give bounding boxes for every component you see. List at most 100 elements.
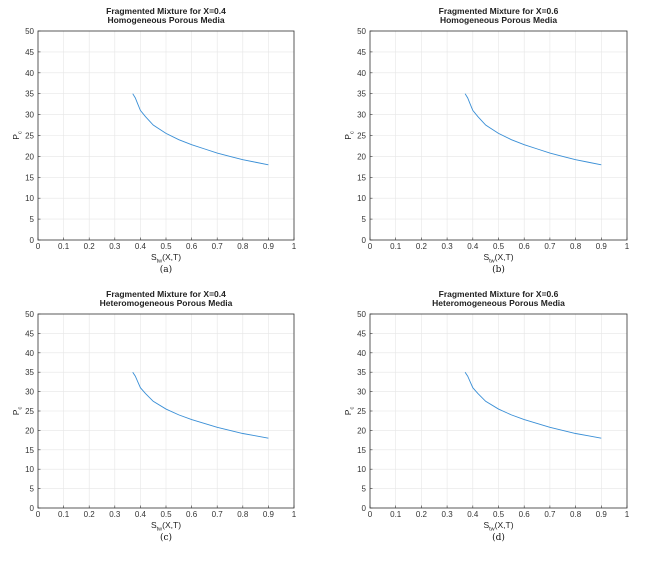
x-tick-label: 0.6: [519, 510, 531, 519]
x-tick-label: 0.3: [109, 242, 121, 251]
x-tick-label: 0.7: [544, 510, 556, 519]
x-tick-label: 0.7: [212, 510, 224, 519]
x-tick-label: 0.1: [58, 242, 70, 251]
x-tick-label: 0.4: [467, 510, 479, 519]
y-tick-label: 0: [30, 236, 35, 245]
x-tick-label: 0.5: [160, 510, 172, 519]
y-axis-label: Pc: [11, 131, 24, 140]
chart-title-line: Fragmented Mixture for X=0.4: [106, 6, 226, 16]
y-tick-label: 25: [25, 132, 34, 141]
x-tick-label: 1: [625, 242, 630, 251]
chart-title-line: Homogeneous Porous Media: [440, 15, 557, 25]
y-tick-label: 0: [362, 504, 367, 513]
chart-title-line: Fragmented Mixture for X=0.6: [439, 6, 559, 16]
x-tick-label: 0.3: [109, 510, 121, 519]
chart-title-line: Homogeneous Porous Media: [107, 15, 224, 25]
y-tick-label: 20: [25, 152, 34, 161]
chart-panel-2: Fragmented Mixture for X=0.6Homogeneous …: [343, 6, 630, 275]
y-tick-label: 5: [362, 485, 367, 494]
x-tick-label: 0.3: [442, 242, 454, 251]
y-tick-label: 50: [25, 310, 34, 319]
y-tick-label: 25: [25, 407, 34, 416]
x-tick-label: 0.5: [493, 242, 505, 251]
y-tick-label: 0: [362, 236, 367, 245]
x-axis-label: Stw(X,T): [151, 520, 181, 533]
y-axis-label: Pc: [343, 407, 356, 416]
x-tick-label: 1: [292, 510, 297, 519]
y-tick-label: 35: [357, 90, 366, 99]
x-tick-label: 0.9: [596, 510, 608, 519]
subfigure-caption: (a): [160, 264, 172, 275]
x-tick-label: 0.1: [390, 510, 402, 519]
y-tick-label: 15: [25, 173, 34, 182]
x-tick-label: 0.7: [212, 242, 224, 251]
series-line-1: [464, 93, 602, 166]
x-tick-label: 0.4: [135, 510, 147, 519]
chart-title-line: Heteromogeneous Porous Media: [432, 298, 565, 308]
y-tick-label: 30: [25, 388, 34, 397]
x-tick-label: 1: [625, 510, 630, 519]
x-tick-label: 0.1: [58, 510, 70, 519]
y-tick-label: 50: [357, 27, 366, 36]
chart-title-line: Fragmented Mixture for X=0.4: [106, 289, 226, 299]
y-tick-label: 50: [357, 310, 366, 319]
x-tick-label: 0.9: [263, 242, 275, 251]
y-tick-label: 40: [25, 69, 34, 78]
x-tick-label: 0: [36, 510, 41, 519]
y-tick-label: 5: [30, 485, 35, 494]
x-tick-label: 0.4: [467, 242, 479, 251]
y-axis-label: Pc: [343, 131, 356, 140]
chart-panel-1: Fragmented Mixture for X=0.4Homogeneous …: [11, 6, 297, 275]
y-tick-label: 20: [357, 426, 366, 435]
y-tick-label: 5: [362, 215, 367, 224]
y-tick-label: 30: [357, 111, 366, 120]
x-tick-label: 0.6: [186, 510, 198, 519]
chart-title-line: Fragmented Mixture for X=0.6: [439, 289, 559, 299]
x-tick-label: 0.6: [519, 242, 531, 251]
x-tick-label: 0.5: [493, 510, 505, 519]
x-tick-label: 0.3: [442, 510, 454, 519]
y-tick-label: 20: [25, 426, 34, 435]
x-tick-label: 0.8: [570, 510, 582, 519]
y-tick-label: 45: [357, 48, 366, 57]
series-line-1: [132, 371, 269, 439]
subfigure-caption: (d): [492, 532, 505, 543]
x-axis-label: Stw(X,T): [483, 252, 513, 265]
y-tick-label: 10: [25, 465, 34, 474]
x-tick-label: 0.2: [84, 242, 96, 251]
chart-panel-4: Fragmented Mixture for X=0.6Heteromogene…: [343, 289, 630, 543]
x-tick-label: 0.9: [596, 242, 608, 251]
subfigure-caption: (c): [160, 532, 172, 543]
y-tick-label: 40: [357, 69, 366, 78]
x-axis-label: Stw(X,T): [483, 520, 513, 533]
x-tick-label: 0.1: [390, 242, 402, 251]
series-line-1: [132, 93, 269, 166]
y-tick-label: 35: [25, 368, 34, 377]
y-tick-label: 15: [25, 446, 34, 455]
x-tick-label: 0.2: [416, 510, 428, 519]
x-tick-label: 0.9: [263, 510, 275, 519]
y-tick-label: 30: [357, 388, 366, 397]
y-tick-label: 30: [25, 111, 34, 120]
x-tick-label: 0.2: [84, 510, 96, 519]
y-tick-label: 45: [357, 329, 366, 338]
y-tick-label: 35: [357, 368, 366, 377]
x-tick-label: 0.7: [544, 242, 556, 251]
x-tick-label: 0: [368, 242, 373, 251]
y-tick-label: 15: [357, 173, 366, 182]
y-tick-label: 50: [25, 27, 34, 36]
x-tick-label: 0.4: [135, 242, 147, 251]
y-tick-label: 25: [357, 132, 366, 141]
x-tick-label: 0.8: [237, 510, 249, 519]
y-tick-label: 35: [25, 90, 34, 99]
chart-title-line: Heteromogeneous Porous Media: [100, 298, 233, 308]
y-tick-label: 10: [357, 194, 366, 203]
series-line-1: [464, 371, 602, 439]
y-tick-label: 25: [357, 407, 366, 416]
y-tick-label: 40: [357, 349, 366, 358]
x-tick-label: 0.2: [416, 242, 428, 251]
x-axis-label: Stw(X,T): [151, 252, 181, 265]
subfigure-caption: (b): [492, 264, 505, 275]
y-tick-label: 0: [30, 504, 35, 513]
